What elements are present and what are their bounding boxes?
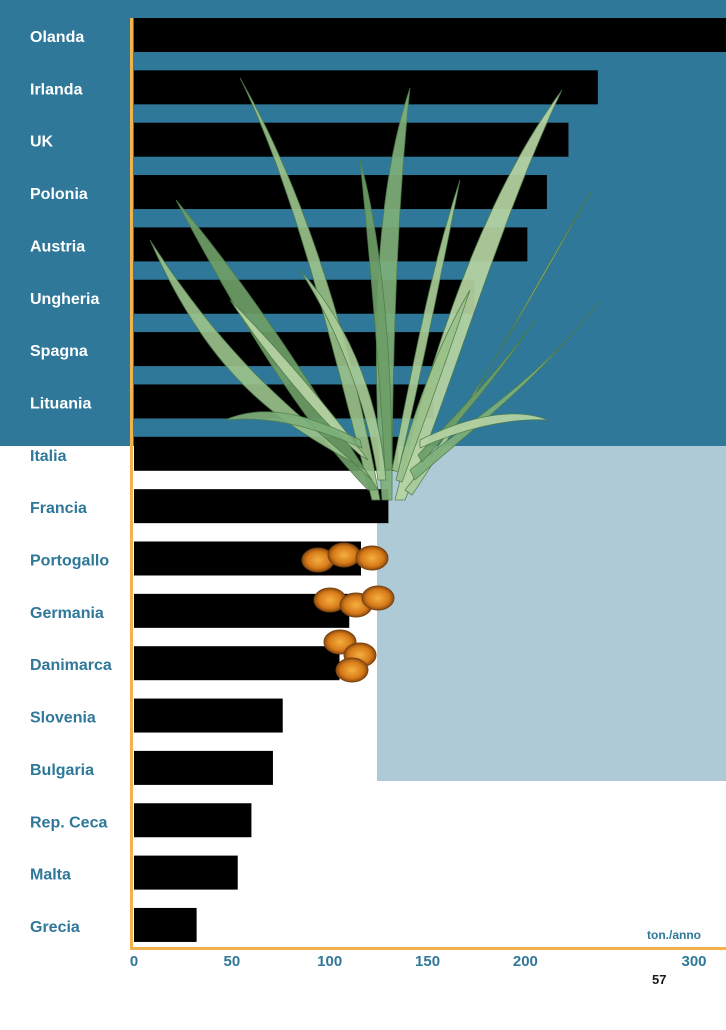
page-number: 57 — [652, 972, 667, 987]
x-axis-line — [130, 947, 726, 950]
category-label: Italia — [30, 448, 67, 465]
x-tick-label: 0 — [130, 953, 138, 970]
x-tick-label: 200 — [513, 953, 538, 970]
y-axis-line — [130, 18, 133, 950]
background-panel-light — [377, 446, 726, 781]
category-label: Irlanda — [30, 81, 83, 98]
bar-germania — [134, 593, 350, 628]
bar-francia — [134, 489, 389, 524]
category-label: Slovenia — [30, 710, 96, 727]
bar-irlanda — [134, 70, 598, 105]
category-label: Danimarca — [30, 657, 112, 674]
category-label: Polonia — [30, 186, 88, 203]
bar-bulgaria — [134, 750, 273, 785]
category-label: Ungheria — [30, 291, 99, 308]
category-label: Portogallo — [30, 553, 109, 570]
bar-uk — [134, 122, 569, 157]
pineapple-leaf — [419, 413, 549, 449]
x-axis-unit-label: ton./anno — [647, 928, 701, 942]
pineapple-leaf — [359, 159, 393, 471]
bar-grecia — [134, 907, 197, 942]
bar-olanda — [134, 18, 726, 52]
category-label: UK — [30, 134, 54, 151]
pineapple-fruit-segment — [355, 545, 389, 571]
pineapple-leaf — [394, 89, 563, 501]
category-label: Malta — [30, 867, 71, 884]
x-tick-label: 50 — [224, 953, 241, 970]
pineapple-leaf — [391, 179, 461, 473]
x-tick-label: 300 — [681, 953, 706, 970]
pineapple-leaf — [299, 269, 387, 481]
category-label: Francia — [30, 500, 87, 517]
category-label: Spagna — [30, 343, 88, 360]
bar-rep-ceca — [134, 803, 252, 838]
bar-danimarca — [134, 646, 340, 681]
x-tick-label: 150 — [415, 953, 440, 970]
category-label: Germania — [30, 605, 104, 622]
pineapple-illustration — [149, 77, 601, 683]
bar-austria — [134, 227, 528, 262]
category-label: Bulgaria — [30, 762, 94, 779]
bar-slovenia — [134, 698, 283, 733]
pineapple-leaf — [149, 239, 373, 481]
pineapple-fruit-segment — [361, 585, 395, 611]
category-label: Rep. Ceca — [30, 814, 107, 831]
pineapple-leaf — [395, 289, 471, 483]
category-label: Lituania — [30, 395, 91, 412]
category-label: Olanda — [30, 29, 84, 46]
category-label: Austria — [30, 238, 85, 255]
x-tick-label: 100 — [317, 953, 342, 970]
category-label: Grecia — [30, 919, 80, 936]
pineapple-fruit-segment — [335, 657, 369, 683]
pineapple-fruit-segment — [327, 542, 361, 568]
bar-polonia — [134, 175, 547, 210]
pineapple-leaf — [229, 299, 369, 461]
bar-malta — [134, 855, 238, 890]
pineapple-leaf — [224, 411, 363, 449]
